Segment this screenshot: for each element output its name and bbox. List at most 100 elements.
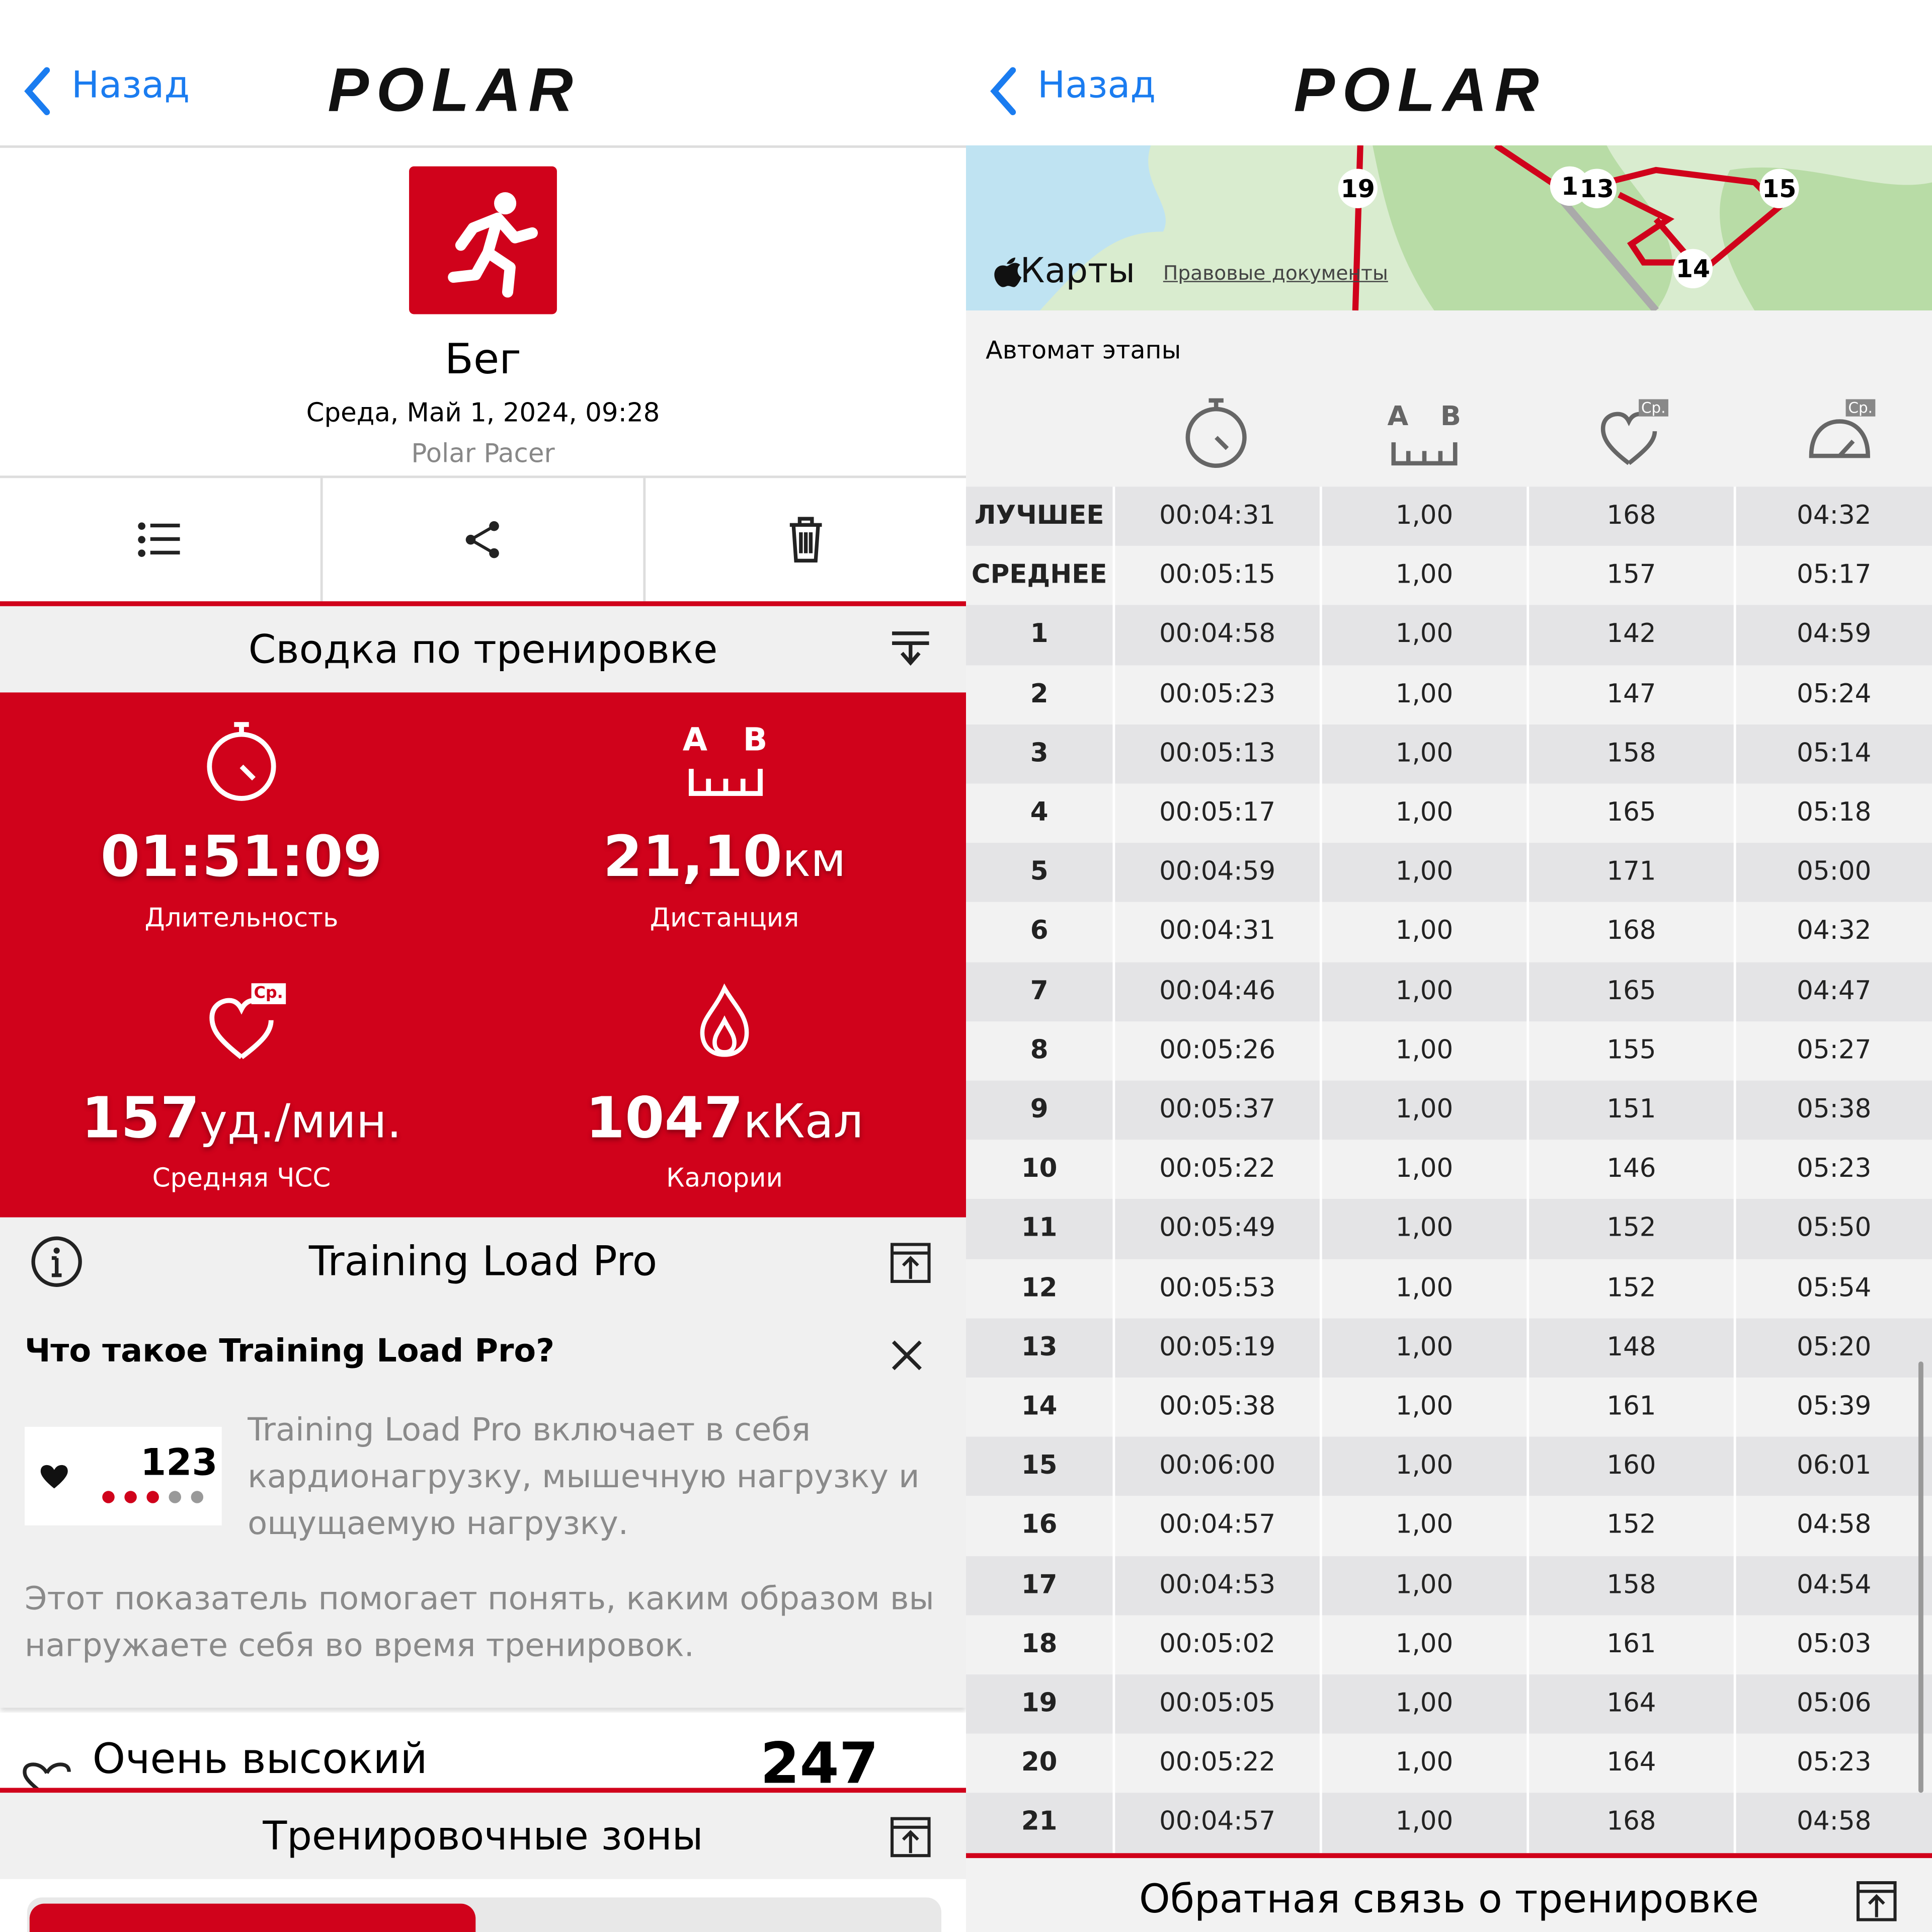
marker-dot bbox=[1673, 249, 1713, 289]
column-divider bbox=[1526, 487, 1530, 1853]
duration-icon bbox=[207, 722, 276, 801]
level-row: Очень высокий 247 bbox=[0, 1713, 967, 1789]
table-row bbox=[966, 1199, 1932, 1259]
table-row bbox=[966, 1793, 1932, 1853]
table-cell: 04:32 bbox=[1797, 500, 1872, 530]
table-cell: 152 bbox=[1606, 1509, 1656, 1540]
laps-title: Автомат этапы bbox=[986, 335, 1181, 365]
close-button[interactable] bbox=[890, 1338, 924, 1373]
table-cell: 1,00 bbox=[1395, 1272, 1454, 1302]
map-marker[interactable]: 19 bbox=[1338, 169, 1378, 208]
stat-label: Длительность bbox=[144, 903, 339, 933]
table-row bbox=[966, 724, 1932, 784]
distance-icon-a: A bbox=[682, 722, 708, 759]
info-button[interactable] bbox=[30, 1235, 84, 1289]
table-cell: 1,00 bbox=[1395, 1450, 1454, 1480]
map-marker[interactable]: 13 bbox=[1577, 169, 1617, 208]
table-cell: 05:00 bbox=[1797, 856, 1872, 887]
table-cell: 1,00 bbox=[1395, 1213, 1454, 1243]
divider bbox=[0, 145, 967, 148]
info-text: Этот показатель помогает понять, каким о… bbox=[24, 1581, 934, 1665]
collapse-button[interactable] bbox=[890, 628, 931, 668]
table-cell: 05:27 bbox=[1797, 1034, 1872, 1065]
table-cell: 06:01 bbox=[1797, 1450, 1872, 1480]
table-cell: 1,00 bbox=[1395, 1153, 1454, 1183]
stat-value: 01:51:09 bbox=[0, 823, 488, 890]
stat-unit: уд./мин. bbox=[199, 1094, 402, 1149]
table-row bbox=[966, 1556, 1932, 1616]
map-marker[interactable]: 15 bbox=[1759, 169, 1799, 208]
table-cell: 165 bbox=[1606, 975, 1656, 1005]
table-cell: 00:04:57 bbox=[1159, 1509, 1276, 1540]
right-panel: Назад POLAR 19 1 13 15 14 Карты Правовые док… bbox=[966, 0, 1932, 1932]
marker-label: 15 bbox=[1762, 175, 1796, 203]
table-cell: 148 bbox=[1606, 1331, 1656, 1361]
map-marker[interactable]: 14 bbox=[1673, 249, 1713, 289]
pace-column-label: Ср. bbox=[1845, 399, 1875, 417]
row-label: 4 bbox=[1030, 797, 1049, 827]
table-cell: 04:54 bbox=[1797, 1569, 1872, 1599]
row-label: СРЕДНЕЕ bbox=[971, 559, 1107, 590]
back-button[interactable]: Назад bbox=[71, 64, 190, 108]
table-cell: 1,00 bbox=[1395, 1331, 1454, 1361]
column-divider bbox=[1112, 487, 1115, 1853]
row-label: 18 bbox=[1021, 1629, 1058, 1658]
expand-button[interactable] bbox=[1856, 1880, 1897, 1922]
row-label: 15 bbox=[1021, 1450, 1058, 1480]
table-cell: 1,00 bbox=[1395, 1688, 1454, 1718]
table-cell: 05:06 bbox=[1797, 1688, 1872, 1718]
zone-tab-active[interactable] bbox=[29, 1903, 476, 1932]
table-cell: 04:58 bbox=[1797, 1509, 1872, 1540]
row-label: 20 bbox=[1021, 1747, 1058, 1777]
back-chevron[interactable] bbox=[988, 66, 1020, 116]
stat-number: 01:51:09 bbox=[100, 823, 383, 890]
info-text: Training Load Pro включает в себя кардио… bbox=[248, 1412, 920, 1543]
table-row bbox=[966, 487, 1932, 546]
back-chevron[interactable] bbox=[22, 66, 54, 116]
table-cell: 00:04:31 bbox=[1159, 916, 1276, 946]
zones-title: Тренировочные зоны bbox=[263, 1812, 703, 1860]
training-load-title: Training Load Pro bbox=[308, 1237, 658, 1285]
separator bbox=[966, 1853, 1932, 1859]
legal-link[interactable]: Правовые документы bbox=[1163, 261, 1388, 285]
table-cell: 00:05:02 bbox=[1159, 1629, 1276, 1658]
back-button[interactable]: Назад bbox=[1037, 64, 1156, 108]
table-cell: 165 bbox=[1606, 797, 1656, 827]
row-label: 10 bbox=[1021, 1153, 1058, 1183]
stat-label: Калории bbox=[666, 1163, 783, 1193]
summary-title: Сводка по тренировке bbox=[248, 626, 718, 673]
divider bbox=[0, 475, 967, 478]
table-row bbox=[966, 1021, 1932, 1081]
expand-button[interactable] bbox=[890, 1816, 931, 1858]
expand-button[interactable] bbox=[890, 1242, 931, 1284]
table-cell: 00:05:23 bbox=[1159, 678, 1276, 708]
row-label: 21 bbox=[1021, 1807, 1058, 1836]
time-column-icon bbox=[1185, 398, 1247, 468]
level-value: 247 bbox=[760, 1730, 879, 1789]
table-row bbox=[966, 1734, 1932, 1794]
share-button[interactable] bbox=[463, 520, 503, 559]
badge-value: 123 bbox=[140, 1441, 218, 1485]
table-cell: 142 bbox=[1606, 619, 1656, 649]
marker-dot bbox=[1338, 169, 1378, 208]
table-cell: 164 bbox=[1606, 1747, 1656, 1777]
delete-button[interactable] bbox=[786, 515, 825, 565]
stat-number: 21,10 bbox=[603, 823, 782, 890]
summary-header bbox=[0, 606, 967, 693]
table-row bbox=[966, 1080, 1932, 1140]
hr-icon-label: Ср. bbox=[251, 983, 286, 1004]
row-label: 3 bbox=[1030, 738, 1049, 768]
table-cell: 00:04:58 bbox=[1159, 619, 1276, 649]
map[interactable]: 19 1 13 15 14 bbox=[966, 145, 1932, 311]
table-cell: 05:18 bbox=[1797, 797, 1872, 827]
table-cell: 1,00 bbox=[1395, 1807, 1454, 1836]
left-panel: Назад POLAR Бег Среда, Май 1, 2024, 09:2… bbox=[0, 55, 967, 1932]
row-label: 7 bbox=[1030, 975, 1049, 1005]
table-cell: 1,00 bbox=[1395, 975, 1454, 1005]
table-cell: 00:04:53 bbox=[1159, 1569, 1276, 1599]
list-button[interactable] bbox=[135, 520, 185, 559]
calories-icon bbox=[700, 983, 749, 1057]
distance-column-icon bbox=[1391, 442, 1458, 466]
table-cell: 1,00 bbox=[1395, 856, 1454, 887]
